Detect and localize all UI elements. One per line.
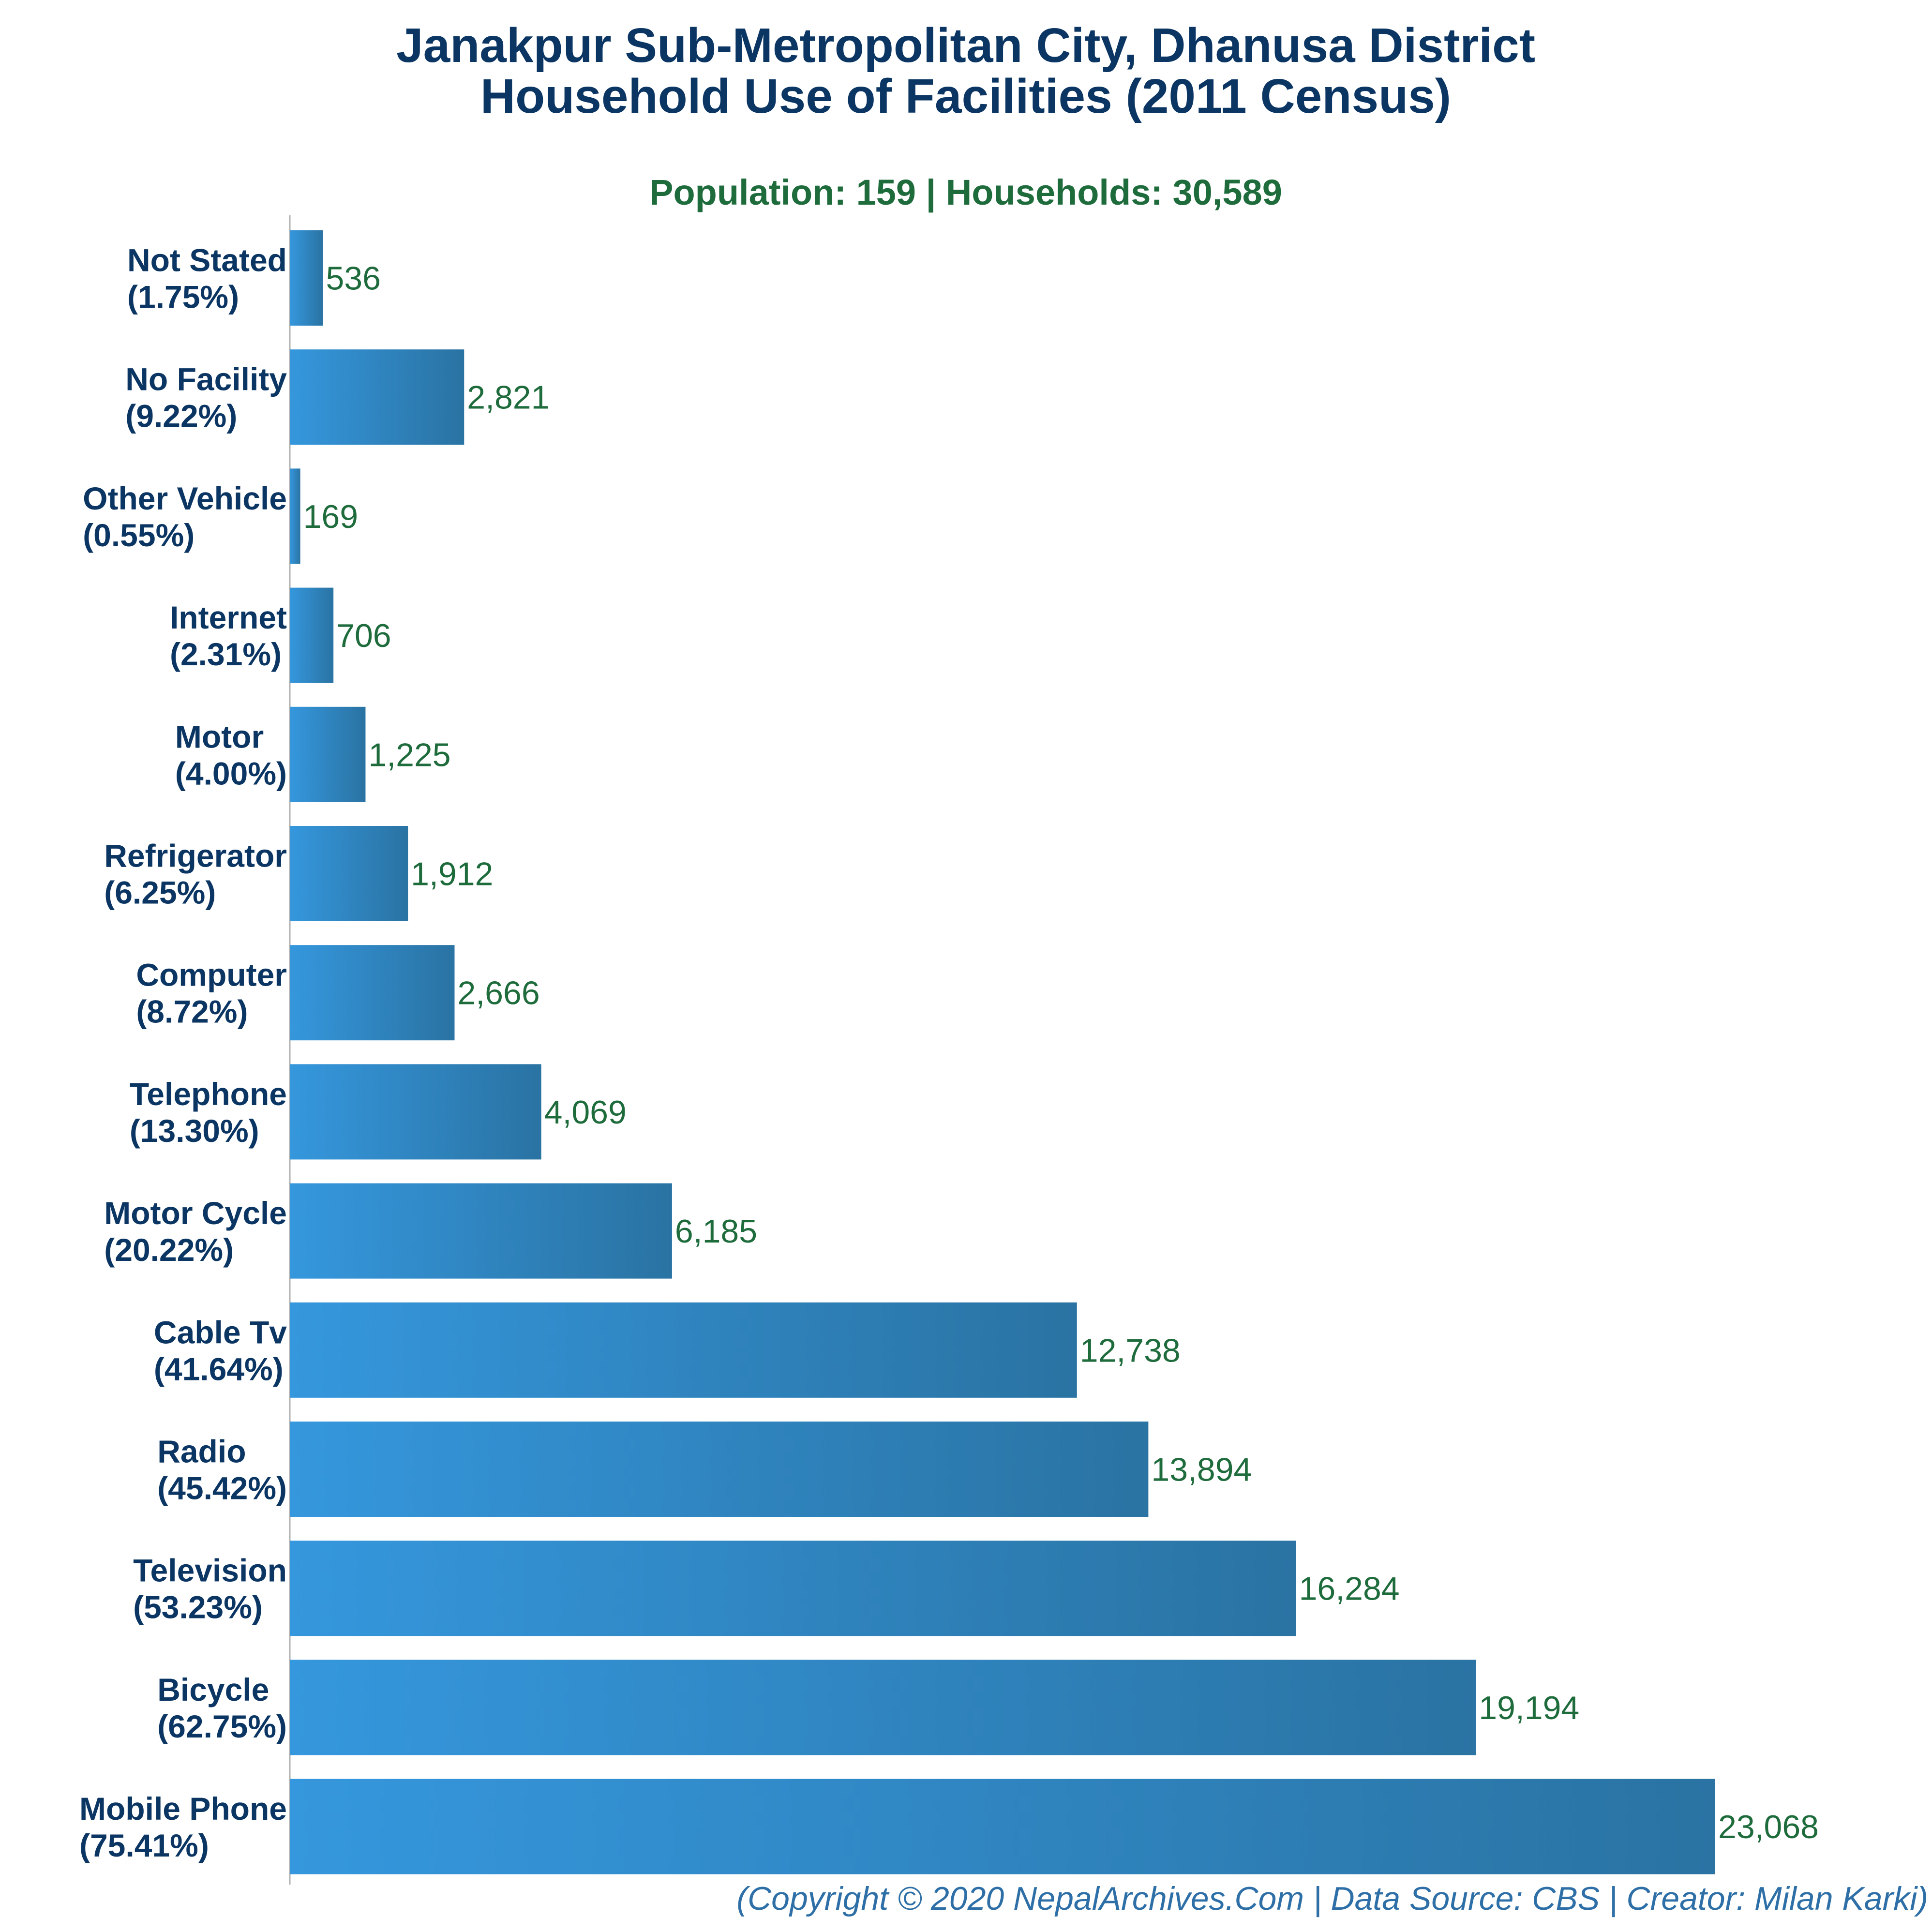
category-percent-motor-cycle: (20.22%) — [104, 1232, 234, 1268]
category-name-no-facility: No Facility — [125, 361, 287, 397]
category-percent-bicycle: (62.75%) — [157, 1708, 287, 1744]
bar-cable-tv — [290, 1302, 1077, 1398]
category-name-mobile-phone: Mobile Phone — [79, 1791, 287, 1827]
value-label-radio: 13,894 — [1151, 1452, 1252, 1488]
category-name-telephone: Telephone — [130, 1076, 287, 1112]
bar-motor-cycle — [290, 1183, 672, 1279]
value-label-not-stated: 536 — [326, 260, 380, 297]
category-percent-other-vehicle: (0.55%) — [83, 517, 195, 553]
category-name-radio: Radio — [157, 1434, 246, 1469]
value-label-refrigerator: 1,912 — [411, 856, 493, 893]
category-label-computer: Computer (8.72%) — [136, 957, 287, 1030]
category-label-cable-tv: Cable Tv (41.64%) — [154, 1314, 287, 1387]
category-label-mobile-phone: Mobile Phone (75.41%) — [79, 1791, 287, 1863]
category-percent-not-stated: (1.75%) — [127, 279, 239, 315]
category-name-internet: Internet — [170, 599, 287, 635]
category-label-telephone: Telephone (13.30%) — [130, 1076, 287, 1149]
category-name-refrigerator: Refrigerator — [104, 838, 287, 874]
bars-group: 536 Not Stated (1.75%) 2,821 No Facility (9.2… — [79, 230, 1819, 1874]
value-label-telephone: 4,069 — [544, 1094, 627, 1131]
category-name-not-stated: Not Stated — [127, 242, 287, 278]
category-label-television: Television (53.23%) — [133, 1553, 287, 1625]
value-label-internet: 706 — [336, 617, 391, 654]
category-label-motor-cycle: Motor Cycle (20.22%) — [104, 1195, 287, 1268]
category-percent-mobile-phone: (75.41%) — [79, 1827, 209, 1863]
category-name-cable-tv: Cable Tv — [154, 1314, 287, 1350]
category-name-motor-cycle: Motor Cycle — [104, 1195, 287, 1231]
chart-title: Janakpur Sub-Metropolitan City, Dhanusa … — [396, 18, 1535, 73]
value-label-bicycle: 19,194 — [1479, 1690, 1579, 1726]
category-label-motor: Motor (4.00%) — [175, 719, 287, 791]
category-percent-internet: (2.31%) — [170, 636, 282, 672]
value-label-no-facility: 2,821 — [467, 379, 549, 416]
value-label-computer: 2,666 — [457, 975, 539, 1012]
category-percent-radio: (45.42%) — [157, 1470, 287, 1506]
category-percent-cable-tv: (41.64%) — [154, 1351, 284, 1387]
bar-telephone — [290, 1064, 541, 1160]
category-label-radio: Radio (45.42%) — [157, 1434, 287, 1506]
category-percent-computer: (8.72%) — [136, 994, 248, 1030]
chart-subtitle: Population: 159 | Households: 30,589 — [649, 172, 1282, 213]
bar-other-vehicle — [290, 468, 300, 564]
category-label-not-stated: Not Stated (1.75%) — [127, 242, 287, 315]
value-label-other-vehicle: 169 — [303, 498, 358, 535]
bar-television — [290, 1541, 1296, 1636]
value-label-mobile-phone: 23,068 — [1718, 1809, 1819, 1845]
category-label-no-facility: No Facility (9.22%) — [125, 361, 287, 434]
category-name-television: Television — [133, 1553, 287, 1588]
value-label-television: 16,284 — [1299, 1571, 1400, 1607]
category-percent-motor: (4.00%) — [175, 755, 287, 791]
footer-credit: (Copyright © 2020 NepalArchives.Com | Da… — [736, 1880, 1928, 1917]
bar-mobile-phone — [290, 1779, 1715, 1874]
bar-internet — [290, 587, 334, 683]
bar-no-facility — [290, 349, 464, 445]
category-name-other-vehicle: Other Vehicle — [83, 480, 287, 516]
chart-title-line2: Household Use of Facilities (2011 Census… — [480, 69, 1451, 123]
bar-refrigerator — [290, 826, 408, 921]
category-percent-telephone: (13.30%) — [130, 1113, 259, 1149]
bar-bicycle — [290, 1660, 1476, 1755]
category-name-computer: Computer — [136, 957, 287, 993]
bar-radio — [290, 1422, 1149, 1517]
category-label-refrigerator: Refrigerator (6.25%) — [104, 838, 287, 911]
value-label-motor: 1,225 — [368, 736, 450, 773]
category-label-internet: Internet (2.31%) — [170, 599, 287, 672]
category-percent-no-facility: (9.22%) — [125, 398, 237, 434]
value-label-cable-tv: 12,738 — [1080, 1332, 1181, 1369]
category-name-bicycle: Bicycle — [157, 1672, 269, 1707]
category-percent-refrigerator: (6.25%) — [104, 875, 216, 911]
value-label-motor-cycle: 6,185 — [675, 1213, 757, 1250]
category-label-bicycle: Bicycle (62.75%) — [157, 1672, 287, 1744]
bar-motor — [290, 706, 366, 802]
category-label-other-vehicle: Other Vehicle (0.55%) — [83, 480, 287, 553]
category-name-motor: Motor — [175, 719, 264, 754]
bar-computer — [290, 945, 455, 1041]
bar-not-stated — [290, 230, 323, 326]
category-percent-television: (53.23%) — [133, 1589, 263, 1625]
